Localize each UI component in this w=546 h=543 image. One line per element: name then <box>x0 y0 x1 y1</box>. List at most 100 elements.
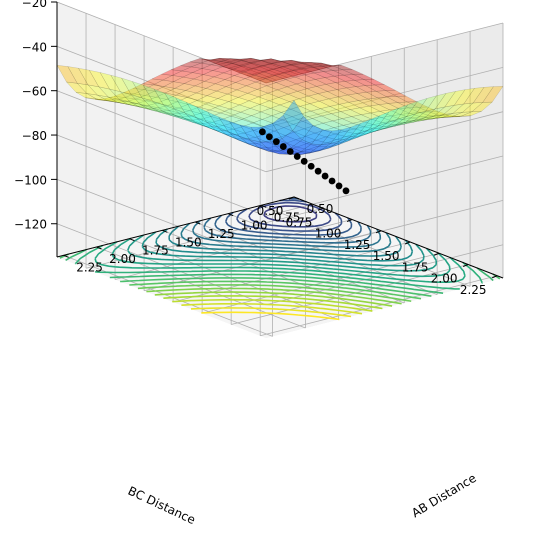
surface-facet <box>281 59 303 66</box>
surface-facet <box>217 116 240 137</box>
surface-facet <box>452 102 474 114</box>
surface-facet <box>134 95 157 102</box>
surface-facet <box>189 58 211 64</box>
surface-facet <box>348 100 371 109</box>
surface-facet <box>174 97 197 118</box>
bc-tick-mark <box>317 207 324 211</box>
surface-facet <box>368 104 391 112</box>
surface-facet <box>421 117 443 120</box>
surface-facet <box>220 115 243 124</box>
surface-facet <box>142 84 165 92</box>
surface-facet <box>231 119 254 127</box>
surface-facet <box>248 59 271 67</box>
surface-facet <box>295 136 317 144</box>
surface-facet <box>220 58 242 64</box>
grid-line <box>265 155 504 217</box>
surface-facet <box>195 117 217 131</box>
surface-facet <box>219 57 241 63</box>
surface-facet <box>412 118 433 122</box>
surface-facet <box>261 58 282 64</box>
surface-facet <box>375 90 398 98</box>
surface-facet <box>94 98 116 101</box>
surface-facet <box>230 57 251 61</box>
surface-facet <box>382 120 403 125</box>
surface-facet <box>333 74 356 82</box>
surface-facet <box>202 122 224 128</box>
surface-facet <box>319 106 342 114</box>
surface-facet <box>355 130 376 135</box>
surface-facet <box>386 96 409 103</box>
bc-tick-label: 0.75 <box>286 215 313 229</box>
surface-facet <box>194 81 217 89</box>
surface-facet <box>255 141 278 149</box>
surface-facet <box>345 133 367 137</box>
surface-facet <box>211 119 234 126</box>
surface-facet <box>287 91 310 100</box>
surface-facet <box>367 122 388 134</box>
surface-facet <box>259 141 282 151</box>
surface-facet <box>357 125 379 138</box>
surface-facet <box>128 104 149 109</box>
surface-facet <box>414 108 436 121</box>
contour-line <box>146 287 402 305</box>
surface-facet <box>269 104 292 113</box>
surface-facet <box>164 92 186 114</box>
ab-tick-label: 1.75 <box>142 244 169 258</box>
surface-facet <box>371 117 393 124</box>
surface-facet <box>195 88 218 96</box>
surface-facet <box>206 121 227 136</box>
surface-facet <box>165 94 188 103</box>
contour-line <box>190 307 352 318</box>
surface-facet <box>158 105 179 111</box>
surface-facet <box>344 128 365 134</box>
surface-facet <box>390 114 412 120</box>
surface-facet <box>164 88 187 96</box>
surface-facet <box>287 68 310 76</box>
surface-facet <box>405 110 426 123</box>
surface-facet <box>208 57 231 65</box>
y-axis-label: BC Distance <box>126 484 198 527</box>
grid-line <box>260 275 498 337</box>
surface-facet <box>268 151 289 155</box>
grid-line <box>56 179 267 261</box>
surface-facet <box>303 125 326 134</box>
surface-facet <box>88 69 111 90</box>
ab-distance-ticks: 0.500.75 1.00 1.25 1.50 1.75 2.00 2.25 <box>63 196 333 274</box>
surface-facet <box>183 117 205 127</box>
surface-facet <box>413 115 435 123</box>
surface-facet <box>269 150 291 155</box>
bc-tick-mark <box>404 241 411 245</box>
surface-facet <box>367 111 390 131</box>
trajectory-point <box>307 162 315 170</box>
surface-facet <box>147 102 168 109</box>
surface-facet <box>246 89 269 98</box>
surface-facet <box>387 104 409 124</box>
surface-facet <box>118 99 140 108</box>
surface-facet <box>200 59 222 66</box>
surface-facet <box>432 113 454 120</box>
surface-facet <box>274 72 297 80</box>
bc-tick-label: 1.25 <box>344 238 371 252</box>
surface-facet <box>175 90 198 98</box>
surface-facet <box>203 76 226 85</box>
surface-facet <box>339 122 362 142</box>
surface-facet <box>191 68 214 75</box>
surface-facet <box>250 111 273 120</box>
surface-facet <box>172 114 194 123</box>
surface-facet <box>227 131 249 145</box>
surface-facet <box>172 76 195 84</box>
surface-facet <box>361 119 384 125</box>
surface-facet <box>356 130 378 137</box>
surface-facet <box>188 106 211 114</box>
surface-facet <box>169 107 190 114</box>
surface-facet <box>364 128 386 132</box>
surface-facet <box>246 72 269 80</box>
surface-facet <box>324 133 347 140</box>
surface-facet <box>296 143 319 150</box>
surface-facet <box>357 98 380 107</box>
surface-facet <box>163 81 186 89</box>
surface-facet <box>256 85 279 94</box>
surface-facet <box>97 94 118 103</box>
surface-facet <box>307 93 330 102</box>
surface-facet <box>330 126 352 144</box>
